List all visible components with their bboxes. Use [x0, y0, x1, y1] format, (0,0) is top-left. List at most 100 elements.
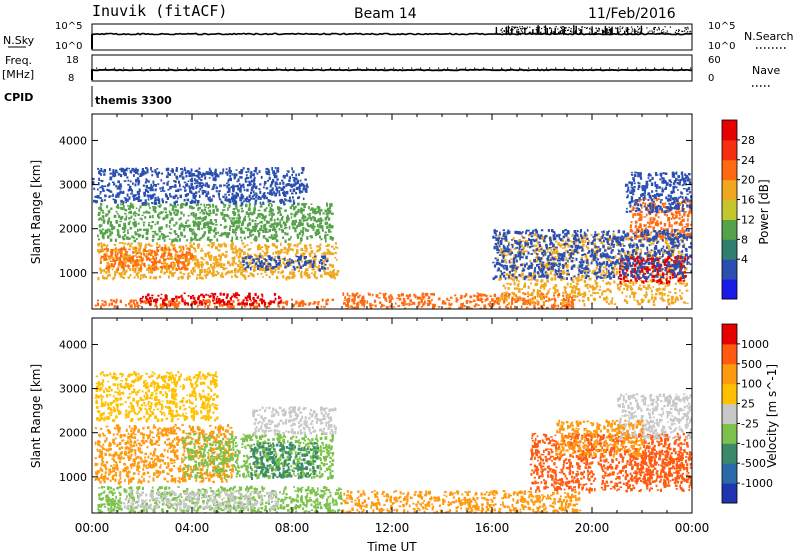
nsearch-dot — [521, 26, 523, 28]
nave-dot — [285, 67, 287, 69]
nsearch-dot — [683, 33, 686, 35]
date-title: 11/Feb/2016 — [588, 6, 676, 22]
x-tick-label-1: 04:00 — [175, 521, 210, 535]
colorbar-swatch-1 — [722, 259, 737, 280]
nsearch-dot — [660, 33, 662, 35]
nsearch-dot — [595, 32, 597, 34]
nsearch-dot — [607, 33, 609, 35]
nsearch-dot — [578, 29, 580, 31]
nsearch-dot — [560, 26, 562, 28]
nave-dot — [600, 67, 602, 69]
colorbar-tick-label-1: 24 — [741, 154, 755, 167]
nsearch-dot — [518, 30, 520, 33]
y-tick-label-0: 1000 — [59, 267, 87, 280]
colorbar-swatch-7 — [722, 343, 737, 365]
data-region-0 — [94, 423, 235, 485]
nsearch-dot — [653, 28, 655, 30]
nsearch-dot — [505, 26, 507, 28]
nsearch-dot — [656, 33, 658, 35]
nsearch-dot — [609, 33, 611, 35]
nave-dot — [132, 67, 134, 69]
nave-dot — [492, 67, 494, 69]
nsearch-dot — [619, 26, 621, 28]
nsearch-dot — [622, 26, 624, 28]
nsearch-dot — [652, 31, 654, 33]
nave-dot — [483, 67, 485, 69]
nsearch-dot — [571, 31, 573, 33]
power-axes: 1000 2000 3000 4000 — [59, 114, 693, 309]
data-region-11 — [555, 419, 644, 458]
nsearch-dot — [593, 33, 595, 35]
nsearch-dot — [630, 32, 633, 34]
nsearch-dot — [589, 31, 591, 33]
nsearch-dot — [513, 26, 515, 28]
nsearch-dot — [678, 29, 680, 32]
nave-dot — [591, 67, 593, 69]
nsearch-dot — [608, 26, 610, 28]
nave-dot — [105, 67, 107, 69]
nsearch-dot — [621, 27, 623, 29]
nsearch-dot — [529, 26, 531, 28]
nsearch-dot — [514, 27, 516, 29]
nsky-line — [91, 32, 692, 36]
nsearch-dot — [520, 30, 522, 32]
x-tick-label-4: 16:00 — [475, 521, 510, 535]
nsearch-dot — [526, 27, 528, 30]
nsearch-dot — [676, 32, 678, 34]
colorbar-swatch-6 — [722, 363, 737, 385]
nave-dot — [123, 67, 125, 69]
nsearch-dot — [651, 30, 653, 32]
nave-dot — [474, 67, 476, 69]
nave-dot — [645, 67, 647, 69]
nsearch-dot — [603, 30, 605, 32]
nsearch-dot — [627, 33, 629, 35]
colorbar-frame — [721, 119, 738, 300]
nsearch-dot — [557, 28, 559, 30]
nave-dot — [564, 67, 566, 69]
nsearch-dot — [553, 31, 555, 33]
colorbar-tick-label-2: 100 — [741, 378, 762, 391]
nsearch-dot — [681, 30, 683, 32]
station-title: Inuvik (fitACF) — [92, 2, 227, 20]
nsearch-dot — [678, 29, 680, 31]
colorbar-swatch-5 — [722, 179, 737, 201]
nave-dot — [681, 67, 683, 69]
colorbar-swatch-2 — [722, 239, 737, 260]
nsearch-dot — [555, 26, 557, 28]
nsearch-dot — [516, 29, 518, 31]
nsearch-dot — [585, 27, 588, 29]
nsearch-dot — [633, 30, 635, 32]
nave-dot — [663, 67, 665, 69]
velocity-colorbar-label: Velocity [m s^-1] — [765, 364, 779, 468]
nsearch-dot — [516, 30, 518, 33]
nave-dot — [222, 67, 224, 69]
nsearch-dot — [618, 34, 620, 36]
nave-dot — [321, 67, 323, 69]
y-tick-label-1: 2000 — [59, 427, 87, 440]
nsearch-dot — [572, 33, 574, 36]
nsearch-dot — [637, 28, 640, 31]
nave-dot — [159, 67, 161, 69]
nsearch-dot — [636, 33, 638, 35]
nsearch-dot — [689, 31, 691, 33]
colorbar-tick-label-6: -500 — [741, 457, 766, 470]
nsearch-dot — [663, 31, 665, 33]
nsearch-dot — [589, 28, 591, 30]
data-region-5 — [242, 255, 329, 272]
nsearch-dot — [516, 33, 519, 35]
freq-tick-top: 18 — [66, 55, 79, 66]
nsearch-dot — [515, 26, 517, 28]
x-tick-label-0: 00:00 — [75, 521, 110, 535]
colorbar-tick-label-0: 1000 — [741, 338, 769, 351]
nave-dot — [348, 67, 350, 69]
data-region-6 — [122, 490, 279, 511]
nave-dot — [357, 67, 359, 69]
nave-dot — [366, 67, 368, 69]
nsearch-dot — [607, 29, 609, 31]
velocity-ylabel: Slant Range [km] — [29, 364, 43, 468]
data-region-8 — [529, 432, 692, 494]
nsearch-dot — [685, 32, 687, 35]
nsearch-dot — [574, 31, 576, 33]
colorbar-tick-label-2: 20 — [741, 174, 755, 187]
data-region-7 — [342, 292, 579, 309]
